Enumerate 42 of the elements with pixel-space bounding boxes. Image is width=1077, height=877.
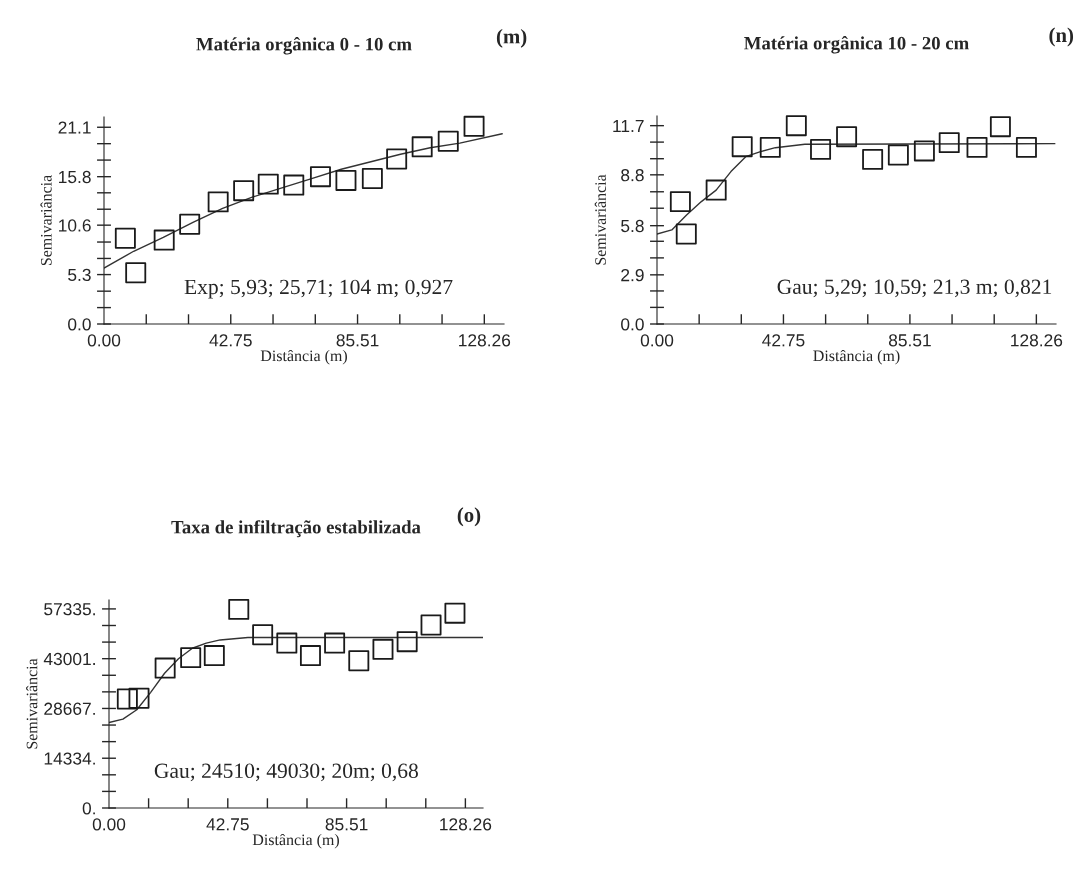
- chart-title: Matéria orgânica 0 - 10 cm: [196, 37, 412, 55]
- x-tick-label: 42.75: [209, 334, 252, 347]
- y-axis-title: Semivariância: [40, 175, 52, 266]
- y-tick-label: 0.: [82, 802, 95, 815]
- x-tick-label: 0.00: [640, 334, 674, 347]
- annotation: Exp; 5,93; 25,71; 104 m; 0,927: [184, 279, 453, 299]
- y-tick-label: 28667.: [44, 702, 95, 715]
- y-tick-label: 57335.: [44, 603, 95, 616]
- y-tick-label: 0.0: [68, 318, 91, 331]
- x-tick-label: 128.26: [440, 818, 492, 831]
- x-tick-label: 128.26: [1011, 334, 1063, 347]
- x-axis-title: Distância (m): [260, 349, 347, 365]
- y-tick-label: 43001.: [43, 652, 95, 666]
- y-tick-label: 14334.: [44, 752, 95, 765]
- chart-title: Matéria orgânica 10 - 20 cm: [744, 36, 969, 54]
- x-tick-label: 42.75: [206, 818, 249, 831]
- x-axis-title: Distância (m): [252, 833, 339, 849]
- y-tick-label: 11.7: [613, 120, 644, 132]
- x-tick-label: 85.51: [336, 334, 379, 347]
- text: (o): [457, 507, 481, 527]
- text: (m): [496, 28, 527, 48]
- y-tick-label: 21.1: [58, 121, 91, 134]
- y-tick-label: 5.3: [68, 268, 91, 282]
- x-tick-label: 85.51: [325, 818, 368, 831]
- x-tick-label: 42.75: [762, 334, 805, 347]
- x-tick-label: 128.26: [459, 334, 511, 347]
- y-tick-label: 5.8: [621, 219, 644, 233]
- annotation: Gau; 24510; 49030; 20m; 0,68: [154, 763, 418, 782]
- y-axis-title: Semivariância: [594, 174, 606, 265]
- y-axis-title: Semivariância: [26, 658, 38, 749]
- y-tick-label: 8.8: [621, 168, 644, 182]
- y-tick-label: 2.9: [621, 269, 644, 282]
- y-tick-label: 15.8: [59, 170, 91, 184]
- x-tick-label: 85.51: [888, 334, 931, 347]
- y-tick-label: 10.6: [59, 219, 91, 232]
- chart-title: Taxa de infiltração estabilizada: [171, 520, 421, 538]
- x-axis-title: Distância (m): [813, 349, 900, 365]
- x-tick-label: 0.00: [87, 334, 121, 347]
- annotation: Gau; 5,29; 10,59; 21,3 m; 0,821: [777, 279, 1052, 298]
- y-tick-label: 0.0: [621, 318, 644, 331]
- x-tick-label: 0.00: [92, 818, 126, 831]
- text: (n): [1049, 27, 1074, 47]
